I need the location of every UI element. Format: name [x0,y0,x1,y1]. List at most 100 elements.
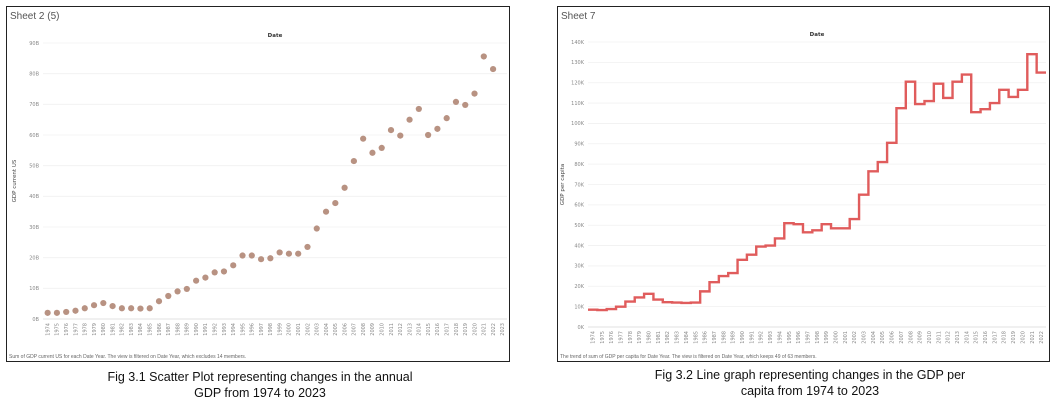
y-tick-label: 70B [29,102,39,108]
y-tick-label: 30B [29,225,39,231]
y-tick-label: 10K [574,304,584,310]
x-tick-label: 2006 [890,331,896,344]
y-tick-label: 60B [29,133,39,139]
x-tick-label: 2004 [324,323,330,336]
x-tick-label: 1974 [590,331,596,344]
x-tick-label: 1991 [749,331,755,344]
x-tick-label: 2020 [1020,331,1026,344]
x-tick-label: 1997 [805,331,811,344]
x-tick-label: 2005 [880,331,886,344]
x-tick-label: 1981 [656,331,662,344]
x-tick-label: 2015 [426,323,432,336]
x-tick-label: 2001 [843,331,849,344]
x-tick-label: 2011 [936,331,942,344]
x-tick-label: 1994 [777,331,783,344]
scatter-chart-panel: Sheet 2 (5) Date 0B 10B 20B 30B 40B 50B 60B 70B 8… [6,6,510,362]
data-point [100,299,107,307]
x-tick-label: 1996 [250,323,256,336]
y-tick-label: 80B [29,71,39,77]
x-tick-label: 2012 [398,323,404,336]
caption-line: Fig 3.1 Scatter Plot representing change… [107,370,413,384]
x-tick-label: 1990 [194,323,200,336]
scatter-chart: Date 0B 10B 20B 30B 40B 50B 60B 70B 80B 90B GDP cur… [12,33,507,336]
data-point [434,125,441,132]
data-point [211,269,218,276]
figure-caption: Fig 3.2 Line graph representing changes … [610,367,1010,399]
sheet-title: Sheet 7 [561,11,596,22]
x-tick-label: 1979 [637,331,643,344]
x-tick-label: 1997 [259,323,265,336]
x-tick-label: 1999 [277,323,283,336]
data-point [155,298,163,305]
data-point [397,132,404,139]
x-tick-label: 1977 [619,331,625,344]
x-tick-label: 1991 [203,323,209,336]
x-tick-label: 1980 [101,323,107,336]
x-tick-label: 2003 [862,331,868,344]
y-tick-label: 30K [574,264,584,270]
y-tick-label: 100K [571,121,585,127]
y-tick-label: 140K [571,40,585,46]
y-tick-label: 50K [574,223,584,229]
x-tick-label: 1994 [231,323,237,336]
x-tick-label: 1992 [759,331,765,344]
x-tick-label: 2013 [955,331,961,344]
x-tick-label: 2016 [435,323,441,336]
x-tick-label: 1983 [129,323,135,336]
x-tick-label: 1986 [157,323,163,336]
x-tick-label: 1978 [628,331,634,344]
x-tick-label: 1984 [138,323,144,336]
data-point [193,277,200,284]
x-tick-label: 2009 [918,331,924,344]
x-tick-label: 2001 [296,323,302,336]
x-tick-label: 1988 [175,323,181,336]
data-point [44,309,51,316]
x-tick-label: 2010 [380,323,386,336]
x-tick-label: 2014 [417,323,423,336]
x-tick-label: 2007 [899,331,905,344]
x-tick-label: 2023 [500,323,506,336]
data-point [443,115,450,122]
x-tick-label: 1996 [796,331,802,344]
x-tick-label: 1989 [185,323,191,336]
x-tick-label: 2000 [287,323,293,336]
x-tick-label: 1986 [703,331,709,344]
data-point [415,105,422,113]
x-tick-label: 2018 [1002,331,1008,344]
x-tick-label: 1977 [73,323,79,336]
data-point [285,250,293,257]
data-point [406,116,413,123]
x-tick-label: 1998 [815,331,821,344]
y-axis-title: GDP per capita [560,164,566,205]
sheet-title: Sheet 2 (5) [10,11,60,22]
x-tick-label: 1989 [731,331,737,344]
x-tick-label: 1987 [712,331,718,344]
data-point [146,305,153,312]
line-chart: Date 0K 10K 20K 30K 40K 50K 60K 70K 80K 90K 100K 110… [560,32,1046,344]
x-tick-label: 2017 [992,331,998,344]
data-point [63,308,70,316]
x-tick-label: 1993 [768,331,774,344]
data-point [378,144,385,151]
data-point [489,65,497,73]
x-tick-label: 1988 [721,331,727,344]
data-point [53,309,61,316]
data-point [471,90,478,97]
x-tick-label: 1993 [222,323,228,336]
data-point [480,53,487,60]
data-point [304,243,311,251]
x-tick-label: 2017 [444,323,450,336]
y-tick-label: 120K [571,81,585,87]
data-point [174,288,181,295]
x-tick-label: 1975 [55,323,61,336]
x-tick-label: 2015 [974,331,980,344]
x-tick-label: 2008 [908,331,914,344]
x-tick-label: 2007 [352,323,358,336]
data-point [322,208,330,215]
x-tick-label: 2012 [946,331,952,344]
y-tick-label: 0K [578,325,585,331]
data-point [387,126,395,134]
data-point [295,250,302,257]
y-tick-label: 0B [32,317,39,323]
x-tick-label: 2009 [370,323,376,336]
